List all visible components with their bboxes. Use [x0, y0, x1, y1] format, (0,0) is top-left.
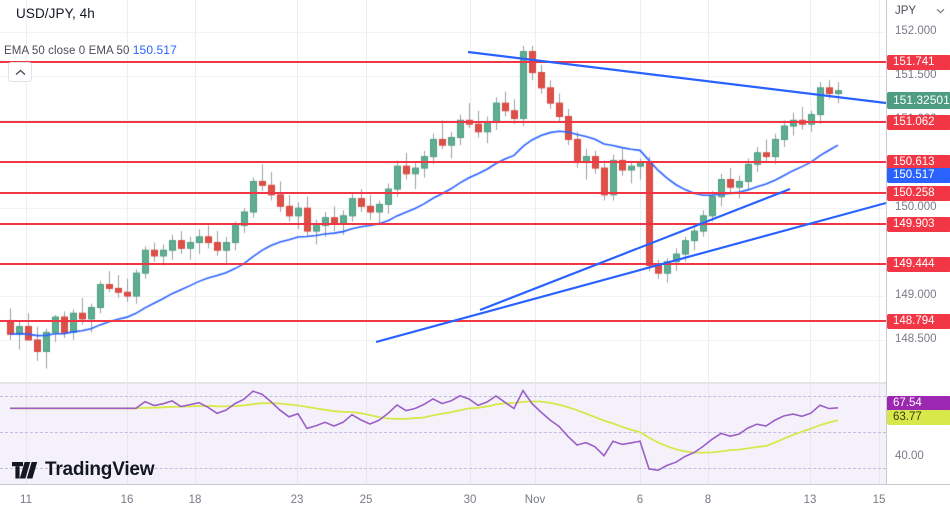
currency-selector[interactable]: JPY: [887, 0, 950, 22]
current-price-value: 151.325: [893, 93, 937, 107]
current-price-badge[interactable]: 151.32501:58:24: [887, 92, 950, 109]
vertical-gridline: [470, 384, 471, 484]
rsi-sma-line: [10, 401, 838, 452]
vertical-gridline: [708, 384, 709, 484]
vertical-gridline: [127, 384, 128, 484]
ema-legend[interactable]: EMA 50 close 0 EMA 50 150.517: [4, 43, 177, 57]
trend-lines: [375, 50, 887, 344]
vertical-gridline: [195, 384, 196, 484]
vertical-gridline: [297, 384, 298, 484]
price-axis-tick: 151.500: [895, 69, 937, 81]
vertical-gridline: [26, 384, 27, 484]
price-level-line[interactable]: [0, 192, 886, 194]
price-chart-pane[interactable]: USD/JPY, 4h EMA 50 close 0 EMA 50 150.51…: [0, 0, 887, 382]
collapse-pane-button[interactable]: [8, 62, 32, 82]
price-level-line[interactable]: [0, 161, 886, 163]
time-axis-tick: 13: [803, 494, 817, 506]
time-axis-tick: 11: [20, 494, 32, 506]
vertical-gridline: [810, 384, 811, 484]
price-axis-tick: 152.000: [895, 25, 937, 37]
candlestick-series: [0, 0, 886, 382]
time-axis-tick: 23: [290, 494, 304, 506]
price-level-badge[interactable]: 150.517: [887, 168, 950, 183]
time-axis[interactable]: 11 16 18 23 25 30 Nov 6 8 13 15: [0, 484, 950, 516]
price-axis-tick: 149.000: [895, 289, 937, 301]
bar-countdown: 01:58:24: [936, 93, 950, 107]
price-axis-tick: 148.500: [895, 333, 937, 345]
currency-label: JPY: [895, 5, 917, 17]
rsi-axis-badge: 63.77: [887, 410, 950, 425]
price-level-line[interactable]: [0, 320, 886, 322]
vertical-gridline: [640, 384, 641, 484]
price-level-badge[interactable]: 149.444: [887, 257, 950, 272]
price-level-line[interactable]: [0, 263, 886, 265]
symbol-label: USD/JPY, 4h: [16, 6, 95, 21]
price-axis[interactable]: JPY 152.000151.500151.000150.000149.0001…: [886, 0, 950, 484]
price-level-badge[interactable]: 151.062: [887, 115, 950, 130]
rsi-axis-badge: 40.00: [895, 450, 924, 462]
chevron-down-icon: [936, 8, 945, 14]
tradingview-logo-icon: [12, 461, 38, 478]
chevron-up-icon: [15, 69, 25, 75]
tradingview-logo-text: TradingView: [45, 459, 155, 480]
time-axis-tick: 16: [120, 494, 134, 506]
time-axis-tick: 30: [463, 494, 477, 506]
price-level-line[interactable]: [0, 121, 886, 123]
inner-ascending-support[interactable]: [479, 187, 791, 312]
rsi-line: [10, 391, 838, 471]
rsi-level-line: [0, 396, 886, 397]
price-level-badge[interactable]: 150.258: [887, 186, 950, 201]
price-level-line[interactable]: [0, 61, 886, 63]
price-level-line[interactable]: [0, 223, 886, 225]
time-axis-tick: Nov: [524, 494, 546, 506]
lower-ascending-support[interactable]: [375, 201, 887, 344]
upper-descending-resistance[interactable]: [467, 50, 887, 105]
ema-title: EMA 50 close 0 EMA 50: [4, 45, 130, 57]
vertical-gridline: [366, 384, 367, 484]
rsi-level-line: [0, 432, 886, 433]
rsi-series: [0, 384, 886, 484]
symbol-legend: USD/JPY, 4h: [16, 6, 95, 21]
price-level-badge[interactable]: 151.741: [887, 55, 950, 70]
rsi-axis-badge: 67.54: [887, 396, 950, 411]
tradingview-logo: TradingView: [12, 459, 155, 481]
rsi-level-line: [0, 468, 886, 469]
ema-value: 150.517: [132, 43, 177, 57]
price-axis-tick: 150.000: [895, 201, 937, 213]
time-axis-tick: 15: [872, 494, 886, 506]
vertical-gridline: [879, 384, 880, 484]
vertical-gridline: [535, 384, 536, 484]
time-axis-tick: 18: [188, 494, 202, 506]
time-axis-tick: 6: [636, 494, 644, 506]
rsi-pane[interactable]: RSI 14 close SMA 14 2 67.54 63.77 Ø Ø: [0, 384, 886, 484]
pane-separator[interactable]: [0, 382, 886, 384]
price-level-badge[interactable]: 148.794: [887, 314, 950, 329]
time-axis-tick: 25: [359, 494, 373, 506]
price-level-badge[interactable]: 149.903: [887, 217, 950, 232]
time-axis-tick: 8: [704, 494, 712, 506]
price-level-badge[interactable]: 150.613: [887, 155, 950, 170]
